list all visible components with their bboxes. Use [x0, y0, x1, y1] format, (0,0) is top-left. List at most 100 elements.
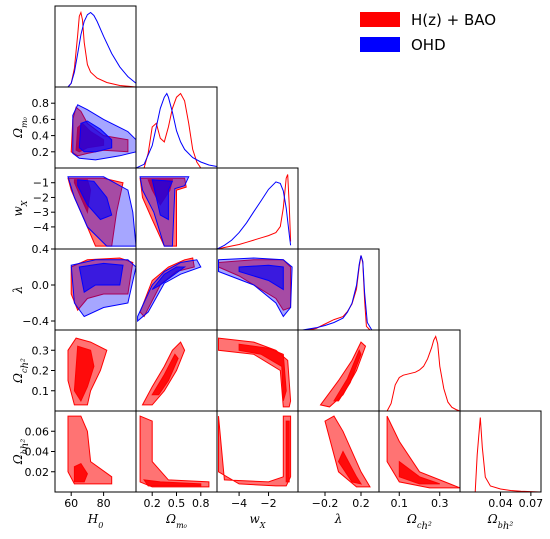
axis-label-symbol: w: [11, 205, 25, 216]
x-tick-label: 0.3: [431, 497, 449, 510]
panel-Om-Om: [136, 92, 217, 168]
y-tick-label: −2: [33, 191, 49, 204]
x-tick-label: 60: [64, 497, 78, 510]
panel-lam-wx: [218, 257, 293, 318]
axis-label-lam: λ: [11, 286, 25, 295]
panel-H0-H0: [67, 10, 136, 87]
axis-label-subscript: b: [20, 449, 29, 454]
panel-Och2-Om: [141, 341, 186, 406]
legend-swatch-ohd: [360, 37, 400, 52]
axis-label-subscript: c: [417, 521, 422, 530]
x-tick-label: 0.1: [391, 497, 409, 510]
panel-frame: [459, 410, 542, 493]
y-tick-label: −0.4: [22, 315, 49, 328]
panel-lam-Om: [137, 257, 202, 323]
axis-label-superscript: h²: [503, 521, 513, 532]
axis-label-subscript: m₀: [176, 521, 188, 530]
panel-lam-H0: [70, 257, 136, 318]
contour-95-Och2-Om-hz-bao: [141, 341, 186, 406]
panel-Obh2-wx: [218, 415, 292, 487]
legend-label-hz-bao: H(z) + BAO: [411, 11, 496, 29]
panel-Obh2-H0: [67, 415, 113, 485]
legend-label-ohd: OHD: [411, 36, 446, 54]
y-tick-label: −1: [33, 177, 49, 190]
panel-wx-Om: [139, 176, 190, 247]
y-tick-label: 0.8: [32, 97, 50, 110]
x-tick-label: 0.07: [519, 497, 544, 510]
axis-label-lam: λ: [334, 512, 343, 526]
axis-label-subscript: m₀: [20, 116, 29, 128]
contour-68-lam-Om-ohd: [151, 266, 187, 290]
x-tick-label: −2: [260, 497, 276, 510]
axis-label-Och2: Ωch²: [11, 358, 31, 384]
axis-label-symbol: Ω: [11, 128, 25, 139]
axis-label-superscript: h²: [421, 521, 431, 532]
y-tick-label: 0.0: [32, 279, 50, 292]
panel-Obh2-Obh2: [474, 417, 541, 492]
x-tick-label: −0.2: [312, 497, 339, 510]
x-tick-label: 80: [97, 497, 111, 510]
contour-68-wx-Om-ohd: [151, 179, 174, 221]
axis-label-symbol: Ω: [487, 512, 498, 526]
panel-wx-H0: [67, 176, 136, 247]
y-tick-label: 0.3: [32, 344, 50, 357]
x-tick-label: 0.04: [488, 497, 513, 510]
marginal-line-Om-hz-bao: [143, 92, 202, 168]
y-tick-label: 0.04: [25, 446, 50, 459]
axis-label-wx: wX: [11, 200, 29, 216]
marginal-line-wx-ohd: [217, 181, 292, 249]
marginal-line-lam-ohd: [302, 255, 373, 330]
axis-label-subscript: c: [20, 368, 29, 373]
marginal-line-Och2-hz-bao: [386, 335, 460, 411]
y-tick-label: 0.4: [32, 243, 50, 256]
y-tick-label: 0.2: [32, 146, 50, 159]
axis-label-symbol: λ: [11, 286, 25, 295]
contour-95-Obh2-wx-hz-bao: [218, 415, 292, 487]
marginal-line-Obh2-hz-bao: [474, 417, 541, 492]
axis-label-symbol: Ω: [11, 454, 25, 465]
contour-68-Obh2-H0-hz-bao: [73, 462, 88, 483]
contour-95-Obh2-Och2-hz-bao: [386, 415, 460, 489]
contour-68-Obh2-lam-hz-bao: [337, 450, 363, 485]
x-tick-label: 0.2: [352, 497, 370, 510]
contour-68-Om-H0-ohd: [78, 120, 113, 153]
axis-label-symbol: w: [250, 512, 261, 526]
axis-label-Obh2: Ωbh²: [11, 439, 31, 466]
panel-frame: [135, 248, 218, 331]
contour-95-lam-Om-ohd: [137, 259, 202, 323]
marginal-line-H0-hz-bao: [67, 10, 136, 87]
contour-68-Och2-Om-hz-bao: [151, 353, 179, 396]
contour-95-Obh2-lam-hz-bao: [324, 415, 371, 488]
panel-Obh2-Och2: [386, 415, 460, 489]
contour-68-lam-wx-ohd: [238, 264, 284, 291]
contour-68-Och2-lam-hz-bao: [333, 349, 362, 402]
x-tick-label: 0.2: [143, 497, 161, 510]
y-tick-label: 0.6: [32, 113, 50, 126]
panel-Och2-H0: [67, 337, 108, 406]
contour-68-wx-H0-ohd: [77, 179, 113, 221]
y-tick-label: −4: [33, 221, 49, 234]
legend-swatch-hz-bao: [360, 12, 400, 27]
x-tick-label: 0.8: [192, 497, 210, 510]
axis-label-Obh2: Ωbh²: [487, 512, 514, 532]
axis-label-wx: wX: [250, 512, 266, 530]
panels-layer: [51, 5, 542, 496]
y-tick-label: 0.06: [25, 425, 50, 438]
axis-label-subscript: 0: [98, 521, 103, 530]
contour-68-Och2-wx-hz-bao: [238, 343, 287, 402]
panel-Obh2-Om: [139, 415, 210, 488]
marginal-line-lam-hz-bao: [306, 255, 371, 330]
panel-Och2-lam: [319, 341, 367, 408]
panel-lam-lam: [302, 255, 373, 330]
axis-label-H0: H0: [87, 512, 104, 530]
axis-label-symbol: H: [87, 512, 99, 526]
marginal-line-wx-hz-bao: [217, 174, 292, 249]
panel-Och2-Och2: [386, 335, 460, 411]
axis-label-Om: Ωm₀: [11, 116, 29, 139]
panel-Om-H0: [70, 104, 136, 161]
y-tick-label: 0.1: [32, 385, 50, 398]
marginal-line-H0-ohd: [67, 11, 136, 87]
axis-label-superscript: h²: [20, 439, 31, 449]
axis-label-symbol: λ: [334, 512, 343, 526]
